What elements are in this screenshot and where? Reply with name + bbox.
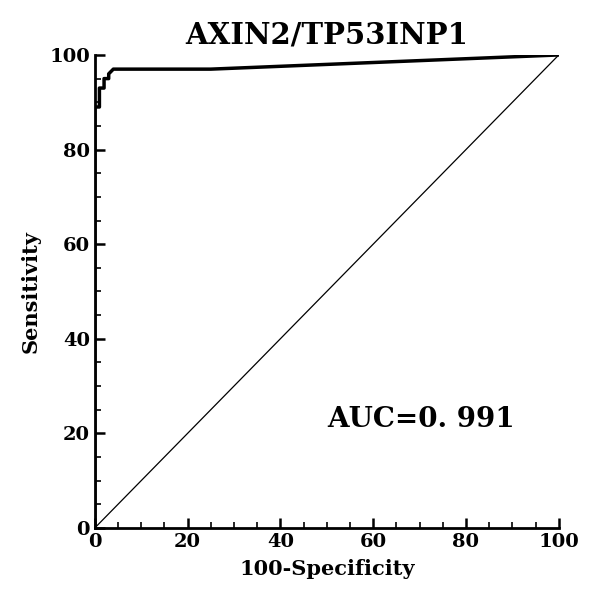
Text: AUC=0. 991: AUC=0. 991	[327, 406, 514, 433]
Y-axis label: Sensitivity: Sensitivity	[21, 230, 41, 353]
Title: AXIN2/TP53INP1: AXIN2/TP53INP1	[185, 21, 468, 50]
X-axis label: 100-Specificity: 100-Specificity	[239, 559, 415, 579]
